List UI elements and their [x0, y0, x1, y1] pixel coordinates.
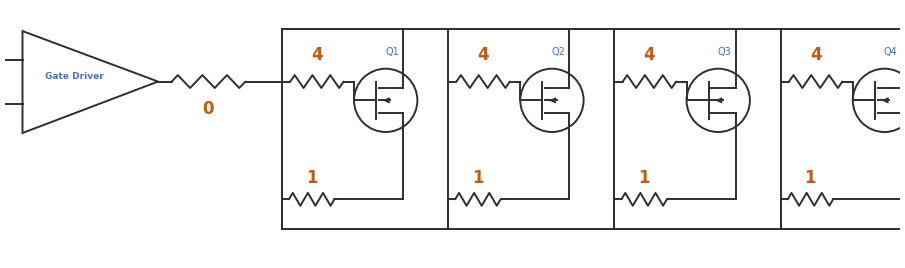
Text: 1: 1: [638, 169, 650, 187]
Text: Q1: Q1: [386, 47, 399, 57]
Text: 1: 1: [472, 169, 483, 187]
Text: 0: 0: [202, 100, 214, 118]
Text: 4: 4: [643, 46, 655, 64]
Text: 4: 4: [477, 46, 489, 64]
Text: 4: 4: [810, 46, 822, 64]
Text: Q3: Q3: [718, 47, 731, 57]
Text: 1: 1: [805, 169, 816, 187]
Text: Q2: Q2: [551, 47, 566, 57]
Text: Q4: Q4: [884, 47, 898, 57]
Text: 4: 4: [311, 46, 323, 64]
Text: Gate Driver: Gate Driver: [44, 72, 103, 81]
Text: 1: 1: [306, 169, 318, 187]
